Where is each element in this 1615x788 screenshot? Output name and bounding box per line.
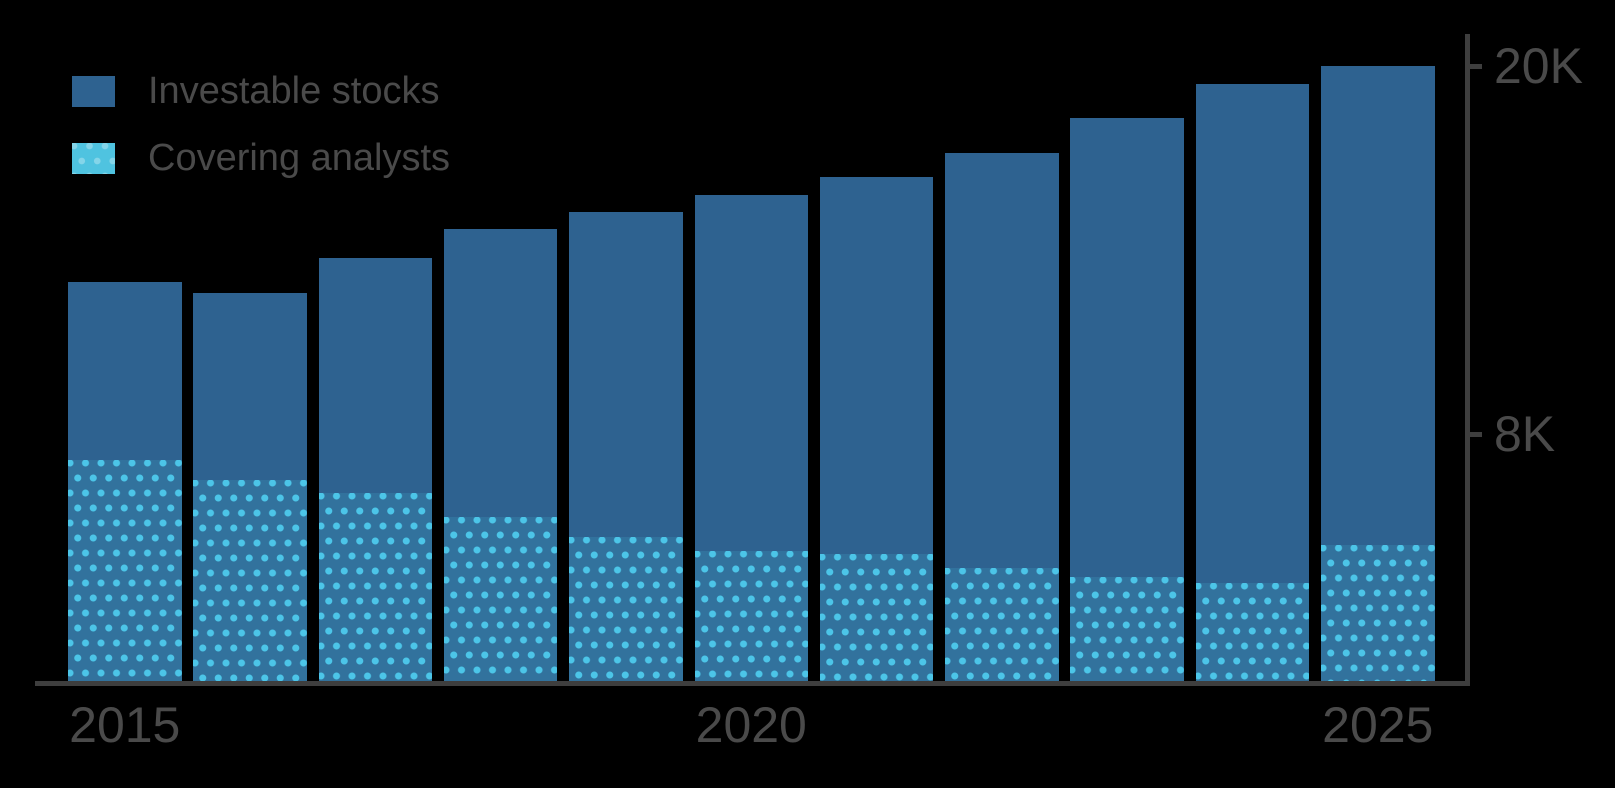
bar-2025 [1321,66,1435,684]
bar-2018 [443,228,558,684]
bar-overlay-analysts-2017 [318,492,433,684]
y-axis-label-20k: 20K [1494,38,1583,94]
bar-2020 [694,194,808,684]
bar-2019 [569,211,683,684]
y-axis-label-8k: 8K [1494,406,1556,463]
bar-overlay-analysts-2016 [193,480,307,684]
bar-overlay-analysts-2023 [1070,577,1184,684]
bar-overlay-analysts-2015 [68,460,182,684]
bar-overlay-analysts-2025 [1321,544,1435,684]
bar-overlay-analysts-2019 [569,537,683,684]
x-axis-label-2020: 2020 [695,697,807,753]
bar-2021 [819,176,934,684]
y-axis-tick-20k [1470,63,1482,69]
bar-overlay-analysts-2022 [945,567,1059,684]
legend-swatch-dotted-cyan-icon [72,142,115,174]
bar-2015 [68,282,182,684]
bar-overlay-analysts-2020 [694,551,808,684]
legend-item-investable-stocks: Investable stocks [72,71,450,111]
bar-overlay-analysts-2021 [819,554,934,684]
bar-overlay-analysts-2018 [443,517,558,684]
x-axis-line [35,681,1470,686]
bar-2023 [1070,118,1184,684]
bar-2022 [945,153,1059,684]
legend-label-investable-stocks: Investable stocks [148,70,440,112]
bar-overlay-analysts-2024 [1195,583,1310,684]
legend-item-covering-analysts: Covering analysts [72,138,450,178]
x-axis-label-2015: 2015 [69,697,181,753]
legend-swatch-solid-blue-icon [72,75,115,107]
legend-label-covering-analysts: Covering analysts [148,137,451,179]
bar-2017 [318,257,433,684]
x-axis-label-2025: 2025 [1322,697,1434,753]
y-axis-line [1465,34,1470,686]
legend: Investable stocks Covering analysts [72,71,450,178]
bar-2016 [193,293,307,684]
y-axis-tick-8k [1470,431,1482,437]
bar-2024 [1195,84,1310,684]
